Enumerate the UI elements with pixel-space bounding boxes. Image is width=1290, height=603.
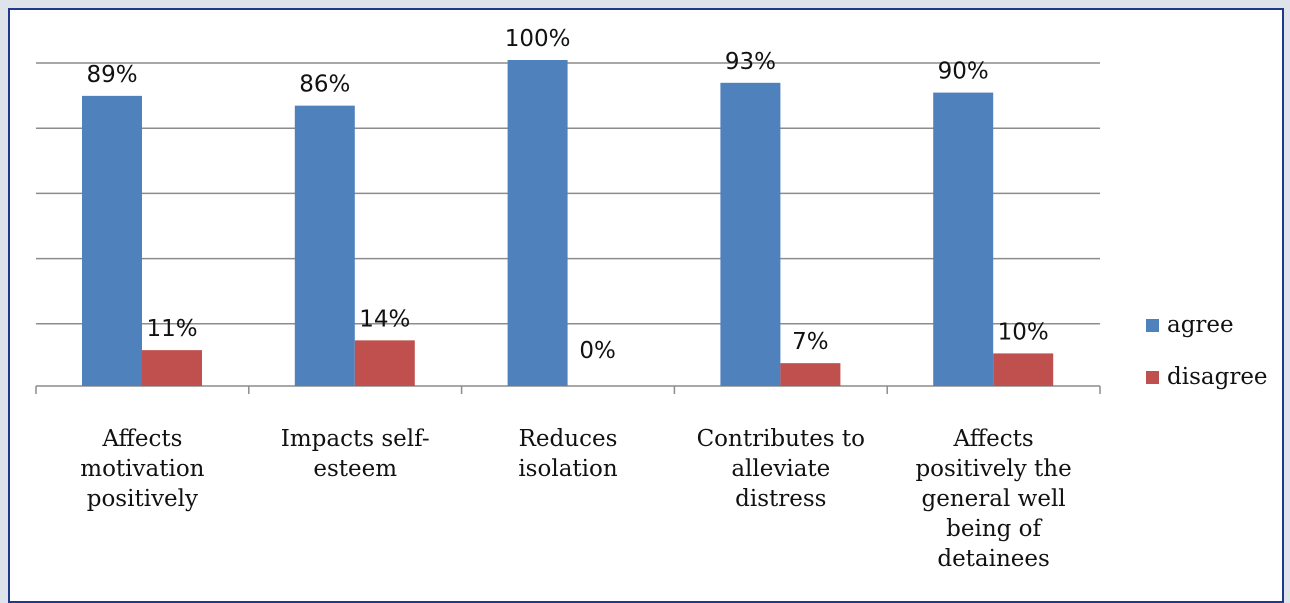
data-label-agree: 89% bbox=[86, 62, 137, 88]
data-label-disagree: 0% bbox=[579, 338, 616, 364]
category-label: Affects motivation positively bbox=[42, 424, 242, 514]
bar-agree bbox=[507, 60, 568, 386]
category-label-line: general well bbox=[921, 486, 1066, 512]
category-label-line: positively bbox=[86, 486, 199, 512]
category-label: Reduces isolation bbox=[468, 424, 668, 484]
legend-swatch-agree bbox=[1146, 318, 1159, 332]
bar-disagree bbox=[354, 340, 415, 386]
data-label-disagree: 10% bbox=[998, 319, 1049, 345]
data-label-disagree: 7% bbox=[792, 329, 829, 355]
category-label-line: distress bbox=[735, 486, 827, 512]
category-label-line: alleviate bbox=[731, 456, 831, 482]
category-label: Impacts self-esteem bbox=[255, 424, 455, 484]
data-label-disagree: 14% bbox=[359, 306, 410, 332]
data-label-agree: 90% bbox=[938, 59, 989, 85]
bar-agree bbox=[933, 92, 994, 386]
category-label-line: motivation bbox=[80, 456, 205, 482]
category-label-line: Impacts self- bbox=[280, 426, 430, 452]
legend-label-agree: agree bbox=[1167, 312, 1234, 338]
bar-agree bbox=[720, 82, 781, 386]
data-label-agree: 86% bbox=[299, 72, 350, 98]
category-label-line: detainees bbox=[937, 546, 1050, 572]
category-label-line: Contributes to bbox=[696, 426, 866, 452]
chart-frame bbox=[8, 8, 1284, 603]
data-label-disagree: 11% bbox=[146, 316, 197, 342]
bar-agree bbox=[82, 95, 142, 387]
bar-disagree bbox=[993, 353, 1054, 386]
category-label-line: being of bbox=[946, 516, 1042, 542]
category-label-line: Affects bbox=[102, 426, 183, 452]
data-label-agree: 93% bbox=[725, 49, 776, 75]
legend-label-disagree: disagree bbox=[1167, 364, 1268, 390]
category-label-line: positively the bbox=[915, 456, 1072, 482]
bar-disagree bbox=[142, 350, 202, 386]
category-label: Contributes to alleviate distress bbox=[681, 424, 881, 514]
category-label-line: Affects bbox=[953, 426, 1034, 452]
data-label-agree: 100% bbox=[505, 26, 571, 52]
bar-agree bbox=[294, 105, 355, 386]
category-label: Affects positively the general well being o… bbox=[894, 424, 1094, 574]
category-label-line: Reduces bbox=[518, 426, 618, 452]
legend-item-agree: agree bbox=[1146, 311, 1234, 339]
legend-swatch-disagree bbox=[1146, 370, 1159, 384]
category-label-line: isolation bbox=[518, 456, 618, 482]
category-label-line: esteem bbox=[313, 456, 398, 482]
legend-item-disagree: disagree bbox=[1146, 363, 1268, 391]
bar-disagree bbox=[780, 363, 841, 386]
